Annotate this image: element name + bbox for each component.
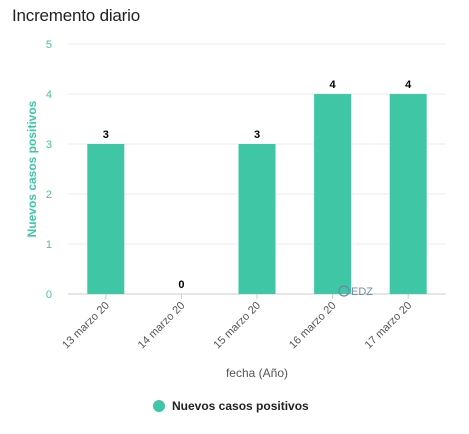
x-axis-ticks: 13 marzo 20 14 marzo 20 15 marzo 20 16 marz… — [60, 294, 414, 351]
data-label: 0 — [178, 279, 184, 291]
bar[interactable] — [314, 94, 352, 294]
data-label: 3 — [254, 129, 260, 141]
y-tick-label: 5 — [46, 39, 52, 51]
watermark-text: EDZ — [351, 286, 373, 298]
data-label: 4 — [405, 79, 412, 91]
legend[interactable]: Nuevos casos positivos — [153, 399, 309, 413]
bar[interactable] — [238, 144, 276, 294]
x-axis-label: fecha (Año) — [226, 366, 288, 380]
y-tick-label: 4 — [46, 89, 52, 101]
y-tick-label: 2 — [46, 189, 52, 201]
x-tick-label: 15 marzo 20 — [211, 300, 263, 352]
chart-title: Incremento diario — [12, 6, 140, 25]
bars — [87, 94, 427, 294]
x-tick-label: 17 marzo 20 — [363, 300, 415, 352]
x-tick-label: 14 marzo 20 — [136, 300, 188, 352]
y-axis-label: Nuevos casos positivos — [25, 100, 39, 237]
y-tick-label: 1 — [46, 239, 52, 251]
data-label: 3 — [103, 129, 109, 141]
bar[interactable] — [389, 94, 427, 294]
legend-swatch — [153, 400, 165, 412]
watermark: EDZ — [338, 285, 373, 298]
y-tick-label: 3 — [46, 139, 52, 151]
legend-label[interactable]: Nuevos casos positivos — [172, 399, 309, 413]
y-axis-ticks: 0 1 2 3 4 5 — [46, 39, 52, 301]
y-tick-label: 0 — [46, 289, 52, 301]
bar[interactable] — [87, 144, 125, 294]
data-label: 4 — [330, 79, 337, 91]
data-labels: 3 0 3 4 4 — [103, 79, 412, 291]
x-tick-label: 16 marzo 20 — [287, 300, 339, 352]
x-tick-label: 13 marzo 20 — [60, 300, 112, 352]
